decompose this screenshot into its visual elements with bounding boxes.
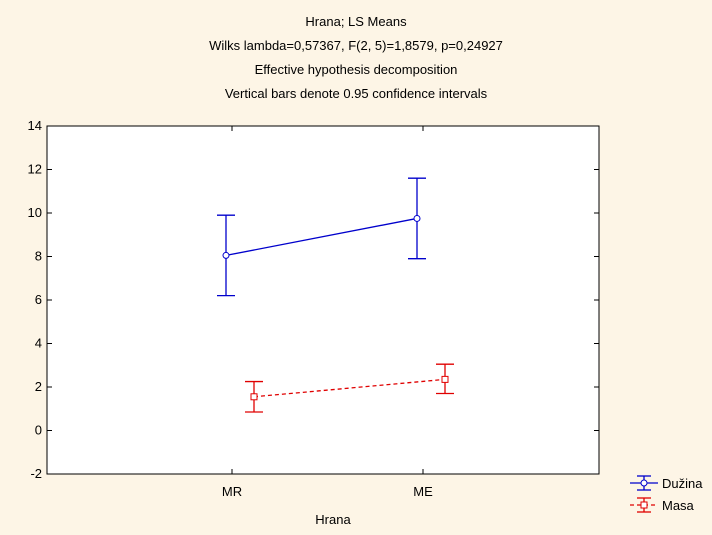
series-layer xyxy=(217,177,454,413)
data-point[interactable] xyxy=(441,375,449,383)
chart-title-line-1: Hrana; LS Means xyxy=(305,14,407,29)
legend-label: Dužina xyxy=(662,476,703,491)
x-axis: MR ME xyxy=(222,126,433,499)
y-tick-label: -2 xyxy=(30,466,42,481)
y-axis: -2 0 2 4 6 8 10 12 14 xyxy=(28,118,599,481)
series-line xyxy=(253,378,446,398)
legend-item-1[interactable]: Dužina xyxy=(630,475,703,491)
x-tick-label: ME xyxy=(413,484,433,499)
chart-title-line-2: Wilks lambda=0,57367, F(2, 5)=1,8579, p=… xyxy=(209,38,503,53)
chart-title-line-4: Vertical bars denote 0.95 confidence int… xyxy=(224,86,488,101)
x-axis-label: Hrana xyxy=(315,512,351,527)
legend-marker xyxy=(640,479,648,487)
data-point[interactable] xyxy=(250,393,258,401)
legend[interactable]: Dužina Masa xyxy=(630,475,703,513)
series-2 xyxy=(245,363,454,413)
data-point[interactable] xyxy=(413,214,421,222)
x-tick-label: MR xyxy=(222,484,242,499)
data-point[interactable] xyxy=(222,251,230,259)
y-tick-label: 6 xyxy=(35,292,42,307)
y-tick-label: 4 xyxy=(35,336,42,351)
y-tick-label: 0 xyxy=(35,423,42,438)
series-1 xyxy=(217,177,426,297)
y-tick-label: 2 xyxy=(35,379,42,394)
plot-area xyxy=(46,125,600,475)
chart-title-line-3: Effective hypothesis decomposition xyxy=(254,62,458,77)
series-line xyxy=(225,217,418,257)
y-tick-label: 10 xyxy=(28,205,42,220)
y-tick-label: 8 xyxy=(35,249,42,264)
y-tick-label: 12 xyxy=(28,162,42,177)
legend-label: Masa xyxy=(662,498,695,513)
y-tick-label: 14 xyxy=(28,118,42,133)
legend-marker xyxy=(640,501,648,509)
legend-item-2[interactable]: Masa xyxy=(630,497,695,513)
